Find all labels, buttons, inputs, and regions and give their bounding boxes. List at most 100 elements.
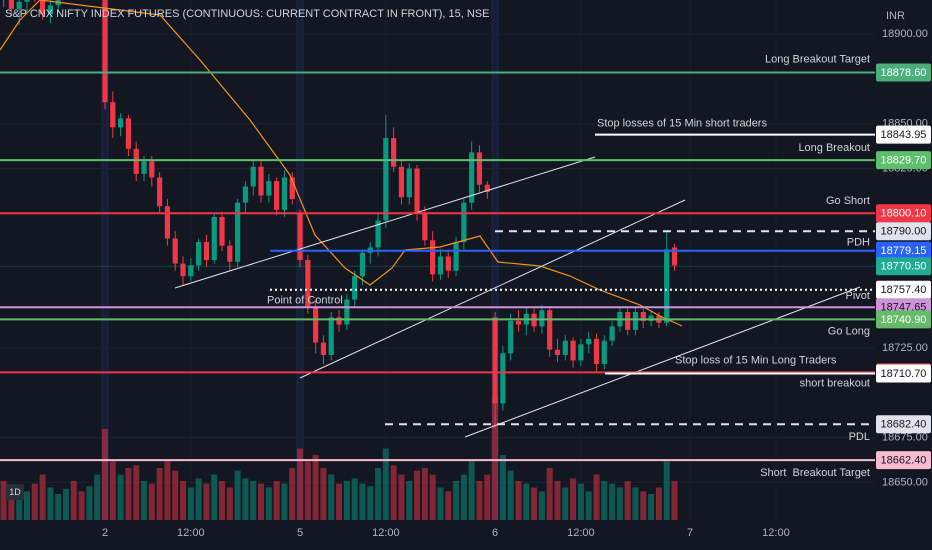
candle-body [422, 213, 428, 241]
volume-bar [102, 429, 109, 520]
volume-bar [328, 474, 335, 520]
volume-bar [258, 483, 265, 520]
candle-body [383, 138, 389, 221]
candle-body [219, 216, 225, 246]
volume-bar [507, 470, 514, 520]
volume-bar [398, 474, 405, 520]
volume-bar [31, 483, 38, 520]
volume-bar [141, 481, 148, 520]
candle-body [149, 161, 155, 178]
volume-bar [538, 491, 545, 520]
candle-body [188, 265, 194, 277]
candle-body [328, 317, 334, 356]
candle-body [133, 148, 139, 174]
volume-bar [499, 455, 506, 520]
candle-body [562, 340, 568, 356]
volume-bar [109, 461, 116, 520]
price-axis: 18900.0018850.0018825.0018725.0018675.00… [876, 28, 931, 488]
candle-body [539, 310, 545, 327]
candle-body [313, 306, 319, 343]
volume-bar [117, 474, 124, 520]
volume-bar [289, 468, 296, 520]
candle-body [492, 317, 498, 404]
volume-bar [531, 487, 538, 520]
price-tag [876, 125, 931, 144]
candle-body [515, 320, 522, 325]
volume-bar [180, 481, 187, 520]
volume-bar [445, 491, 452, 520]
volume-bar [343, 481, 350, 520]
price-tag [876, 451, 931, 470]
currency: INR [886, 10, 905, 22]
price-tag [876, 241, 931, 260]
candle-body [671, 247, 678, 266]
volume-bar [375, 468, 382, 520]
candle-body [336, 317, 342, 325]
volume-bar [234, 470, 241, 520]
level-label: Pivot [846, 290, 870, 302]
y-tick-label: 18900.00 [882, 28, 928, 40]
price-tag [876, 63, 931, 82]
candle-body [570, 340, 576, 361]
candle-body [141, 161, 147, 174]
volume-bar [601, 481, 608, 520]
y-tick-label: 18650.00 [882, 476, 928, 488]
volume-bar [460, 474, 467, 520]
volume-bar [47, 487, 54, 520]
candle-body [274, 181, 280, 210]
candle-body [500, 353, 506, 404]
candle-body [593, 338, 600, 364]
candle-body [430, 240, 436, 275]
volume-bar [492, 396, 499, 520]
candle-body [16, 1, 22, 9]
volume-bar [172, 470, 179, 520]
level-label: PDL [849, 431, 870, 443]
candle-body [305, 260, 311, 307]
volume-bar [304, 461, 311, 520]
volume-bar [16, 494, 23, 520]
volume-bar [156, 468, 163, 520]
candle-body [547, 310, 553, 350]
x-tick-label: 7 [687, 527, 693, 539]
volume-bar [367, 486, 374, 520]
price-tag-label: 18779.15 [881, 245, 927, 257]
candle-body [437, 256, 444, 275]
volume-bar [429, 474, 436, 520]
candle-body [406, 168, 412, 198]
candle-body [180, 263, 186, 277]
volume-bar [320, 468, 327, 520]
volume-bar [359, 483, 366, 520]
volume-bar [265, 487, 272, 520]
volume-bar [336, 483, 343, 520]
volume-bar [195, 478, 202, 520]
x-tick-label: 12:00 [177, 527, 205, 539]
candle-body [554, 349, 561, 356]
candle-body [39, 0, 46, 15]
volume-bar [94, 474, 101, 520]
candle-body [601, 340, 607, 364]
candle-body [235, 202, 241, 262]
volume-bar [406, 481, 413, 520]
price-tag [876, 280, 931, 299]
interval-badge[interactable] [6, 484, 24, 500]
volume-bar [655, 487, 662, 520]
candle-body [359, 252, 366, 277]
price-tag-label: 18829.70 [881, 155, 927, 167]
volume-bar [609, 483, 616, 520]
volume-bar [554, 481, 561, 520]
candle-body [172, 238, 178, 264]
volume-bar [281, 483, 288, 520]
price-tag-label: 18790.00 [881, 226, 927, 238]
volume-bar [133, 465, 140, 520]
candle-body [609, 326, 615, 341]
candle-body [250, 166, 256, 187]
candle-body [164, 206, 171, 239]
candle-body [344, 299, 350, 325]
volume-bar [414, 470, 421, 520]
volume-bar [351, 478, 358, 520]
volume-bar [663, 461, 670, 520]
moving-average [0, 0, 683, 327]
volume-bar [632, 487, 639, 520]
level-label: Stop loss of 15 Min Long Traders [675, 354, 837, 366]
